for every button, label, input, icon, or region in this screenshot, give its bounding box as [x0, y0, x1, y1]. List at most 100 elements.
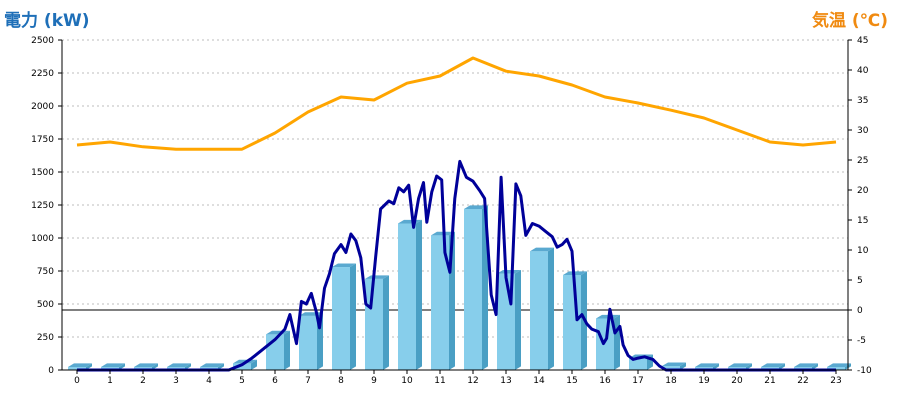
left-tick-label: 1500 [31, 168, 54, 178]
bar-top [530, 247, 554, 252]
bar-side [548, 247, 554, 370]
bar-top [827, 363, 851, 367]
left-tick-label: 750 [37, 267, 54, 277]
x-tick-label: 4 [206, 376, 212, 386]
right-tick-label: 25 [857, 156, 868, 166]
x-tick-label: 18 [665, 376, 677, 386]
bar-side [86, 363, 92, 370]
bar-side [746, 363, 752, 370]
bar-face [365, 278, 383, 370]
x-tick-label: 0 [74, 376, 80, 386]
right-tick-label: 30 [857, 126, 869, 136]
bar-side [185, 363, 191, 370]
bar-side [251, 359, 257, 370]
left-tick-label: 0 [48, 366, 54, 376]
bar [332, 263, 356, 370]
bar-side [515, 270, 521, 370]
bar-layer [68, 205, 851, 370]
line-layer [76, 56, 837, 372]
bar-side [779, 363, 785, 370]
right-tick-label: 15 [857, 216, 868, 226]
power-line [77, 159, 836, 372]
bar-side [713, 363, 719, 370]
bar-face [398, 223, 416, 370]
bar [662, 362, 686, 370]
right-tick-label: 20 [857, 186, 869, 196]
left-tick-label: 1000 [31, 234, 54, 244]
x-tick-label: 1 [107, 376, 113, 386]
x-tick-label: 7 [305, 376, 311, 386]
bar-top [728, 363, 752, 367]
bar [365, 275, 389, 370]
x-tick-label: 11 [434, 376, 445, 386]
grid-layer [62, 39, 848, 338]
right-tick-label: 10 [857, 246, 869, 256]
bar-top [68, 363, 92, 367]
bar-side [350, 263, 356, 370]
bar-face [464, 208, 482, 370]
bar-face [332, 267, 350, 370]
right-tick-label: -10 [857, 366, 872, 376]
bar-side [812, 363, 818, 370]
bar-top [167, 363, 191, 367]
bar-face [431, 235, 449, 370]
right-tick-label: 0 [857, 306, 863, 316]
left-tick-label: 2500 [31, 36, 54, 46]
x-tick-label: 8 [338, 376, 344, 386]
x-tick-label: 10 [401, 376, 413, 386]
x-tick-label: 17 [632, 376, 643, 386]
bar-face [662, 366, 680, 370]
bar-side [383, 275, 389, 370]
bar-side [218, 363, 224, 370]
x-tick-label: 16 [599, 376, 611, 386]
bar-top [695, 363, 719, 367]
bar [464, 205, 488, 370]
bar-face [563, 274, 581, 370]
left-tick-label: 250 [37, 333, 54, 343]
bar-top [794, 363, 818, 367]
left-axis-title: 電力 (kW) [4, 11, 90, 31]
bar-top [134, 363, 158, 367]
right-tick-label: 5 [857, 276, 863, 286]
x-tick-label: 3 [173, 376, 179, 386]
x-tick-label: 15 [566, 376, 577, 386]
axis-layer: 2500225020001750150012501000750500250045… [31, 36, 872, 386]
bar-top [332, 263, 356, 268]
x-tick-label: 22 [797, 376, 808, 386]
temperature-line [76, 56, 837, 151]
bar-side [284, 330, 290, 370]
bar-side [152, 363, 158, 370]
bar-face [596, 318, 614, 370]
bar-top [365, 275, 389, 279]
left-tick-label: 1750 [31, 135, 54, 145]
bar-top [200, 363, 224, 367]
right-tick-label: 35 [857, 96, 868, 106]
bar-top [662, 362, 686, 367]
right-tick-label: -5 [857, 336, 866, 346]
bar [530, 247, 554, 370]
x-tick-label: 9 [371, 376, 377, 386]
x-tick-label: 23 [830, 376, 841, 386]
x-tick-label: 20 [731, 376, 743, 386]
bar-top [497, 270, 521, 274]
bar-face [530, 251, 548, 370]
left-tick-label: 2250 [31, 69, 54, 79]
right-tick-label: 45 [857, 36, 868, 46]
bar-face [299, 315, 317, 370]
left-tick-label: 500 [37, 300, 54, 310]
bar-face [629, 358, 647, 370]
bar-side [119, 363, 125, 370]
left-tick-label: 2000 [31, 102, 54, 112]
bar-side [614, 314, 620, 370]
right-tick-label: 40 [857, 66, 869, 76]
bar-side [680, 362, 686, 370]
bar-top [761, 363, 785, 367]
x-tick-label: 5 [239, 376, 245, 386]
bar-face [233, 363, 251, 370]
x-tick-label: 6 [272, 376, 278, 386]
x-tick-label: 21 [764, 376, 775, 386]
x-tick-label: 12 [467, 376, 478, 386]
bar [398, 219, 422, 370]
left-tick-label: 1250 [31, 201, 54, 211]
